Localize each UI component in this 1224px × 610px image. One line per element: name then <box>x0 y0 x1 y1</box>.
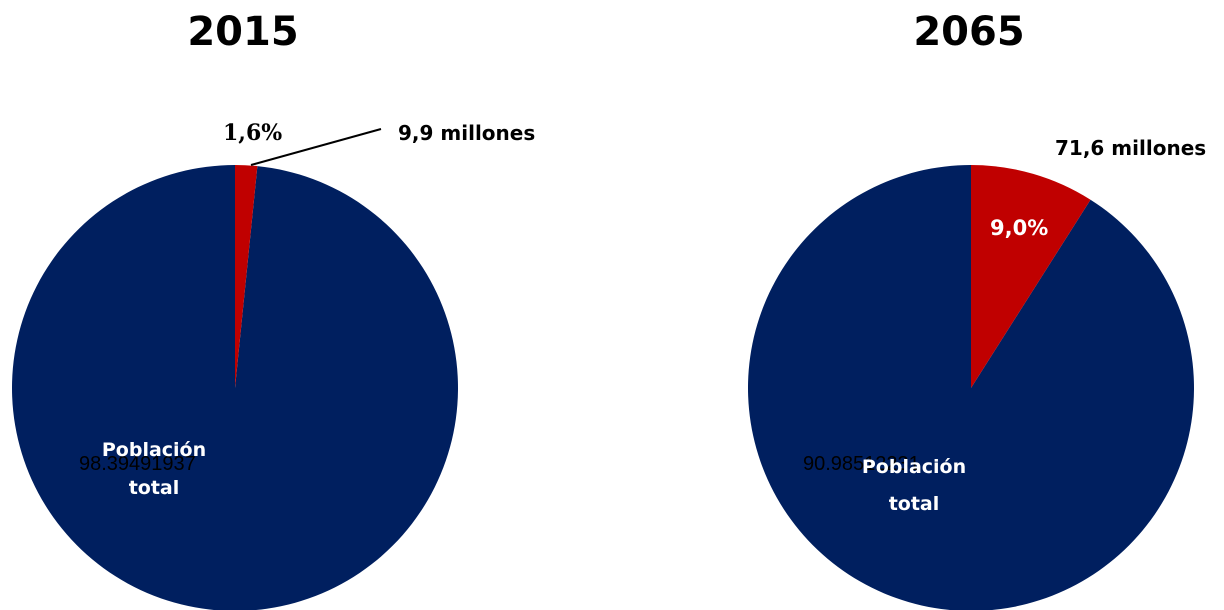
label-poblacion-line2-2065: total <box>889 493 940 515</box>
chart-title-2015: 2015 <box>187 9 298 55</box>
value-label-1-6-percent: 1,6% <box>223 120 282 146</box>
label-9-9-millones: 9,9 millones <box>398 121 535 145</box>
label-poblacion-line1-2065: Población <box>862 456 966 478</box>
value-label-9-0-percent: 9,0% <box>990 216 1048 240</box>
label-71-6-millones: 71,6 millones <box>1055 136 1206 160</box>
label-poblacion-line2-2015: total <box>129 477 180 499</box>
chart-title-2065: 2065 <box>913 9 1024 55</box>
label-poblacion-line1-2015: Población <box>102 439 206 461</box>
